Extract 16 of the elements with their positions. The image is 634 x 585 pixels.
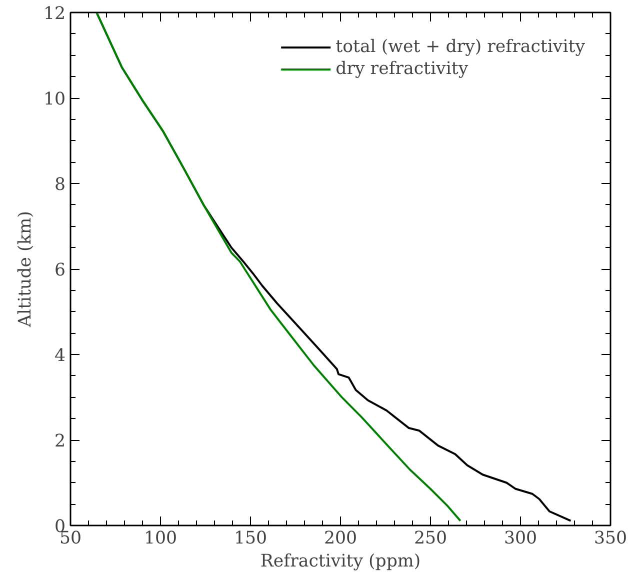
x-tick-label: 300 [504,528,538,548]
x-tick-label: 150 [234,528,268,548]
legend-label: total (wet + dry) refractivity [336,37,585,57]
x-tick-label: 100 [144,528,178,548]
x-tick-label: 200 [324,528,358,548]
x-tick-label: 350 [594,528,628,548]
x-tick-label: 250 [414,528,448,548]
y-tick-label: 6 [54,260,66,280]
legend-label: dry refractivity [336,59,468,79]
y-tick-label: 4 [54,346,66,366]
y-tick-label: 10 [43,90,66,110]
y-axis-title: Altitude (km) [15,210,36,328]
y-tick-label: 2 [54,432,66,452]
y-tick-label: 8 [54,175,66,195]
y-tick-label: 12 [43,4,66,24]
x-axis-title: Refractivity (ppm) [260,552,421,572]
